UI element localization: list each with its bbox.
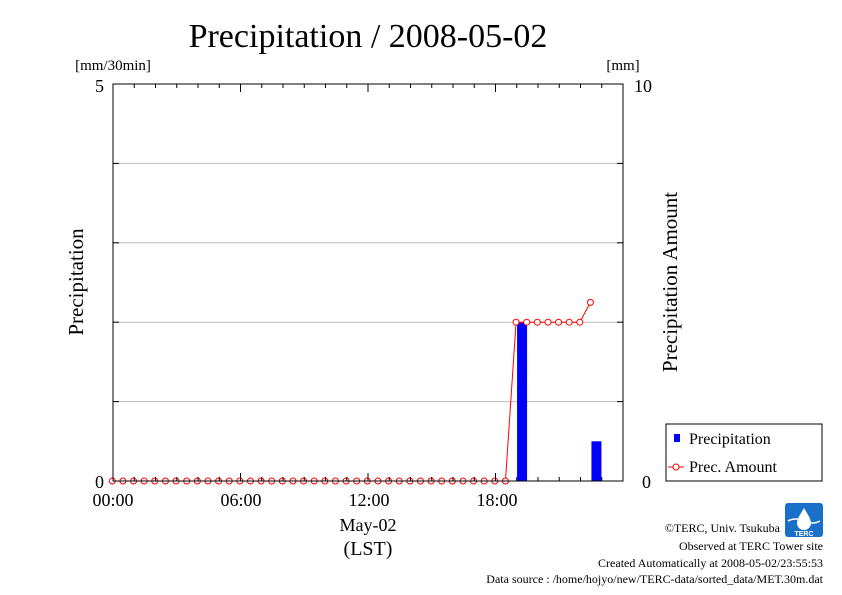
- terc-logo-text: TERC: [794, 531, 813, 538]
- prec-amount-point: [512, 318, 520, 326]
- y2-tick-label-min: 0: [642, 472, 651, 492]
- precipitation-bars: [517, 322, 602, 481]
- y-tick-label-max: 5: [95, 76, 104, 96]
- x-tick-label: 12:00: [348, 490, 389, 510]
- y2-axis-label: Precipitation Amount: [658, 192, 682, 372]
- x-tick-label: 00:00: [92, 490, 133, 510]
- x-date-label: May-02: [340, 515, 397, 535]
- credit-observed: Observed at TERC Tower site: [679, 539, 823, 553]
- credit-copyright: ©TERC, Univ. Tsukuba: [665, 521, 781, 535]
- legend-label-precipitation: Precipitation: [689, 431, 771, 448]
- prec-amount-point: [523, 318, 531, 326]
- plot-frame: [112, 83, 624, 482]
- prec-amount-point: [565, 318, 573, 326]
- prec-amount-point: [555, 318, 563, 326]
- legend-swatch-prec-amount-marker: [672, 463, 680, 471]
- gridlines: [113, 162, 623, 403]
- legend-box: [665, 423, 823, 482]
- prec-amount-point: [533, 318, 541, 326]
- y-tick-label-min: 0: [95, 472, 104, 492]
- terc-logo: TERC: [785, 503, 823, 538]
- prec-amount-point: [544, 318, 552, 326]
- x-tick-label: 06:00: [220, 490, 261, 510]
- axis-ticks: [112, 83, 624, 482]
- prec-amount-point: [576, 318, 584, 326]
- credit-created: Created Automatically at 2008-05-02/23:5…: [598, 556, 823, 570]
- legend-label-prec-amount: Prec. Amount: [689, 459, 778, 476]
- chart-title: Precipitation / 2008-05-02: [189, 18, 548, 55]
- legend-swatch-precipitation: [674, 434, 680, 442]
- prec-amount-point: [586, 298, 594, 306]
- y-axis-unit-label: [mm/30min]: [75, 58, 151, 74]
- y2-tick-label-max: 10: [634, 76, 652, 96]
- legend: Precipitation Prec. Amount: [665, 423, 823, 482]
- y2-axis-unit-label: [mm]: [606, 58, 639, 74]
- x-axis-label: (LST): [344, 538, 393, 560]
- precipitation-bar: [591, 441, 602, 481]
- y-axis-label: Precipitation: [64, 228, 88, 336]
- x-tick-label: 18:00: [476, 490, 517, 510]
- credit-data-source: Data source : /home/hojyo/new/TERC-data/…: [486, 572, 823, 586]
- precipitation-bar: [517, 322, 528, 481]
